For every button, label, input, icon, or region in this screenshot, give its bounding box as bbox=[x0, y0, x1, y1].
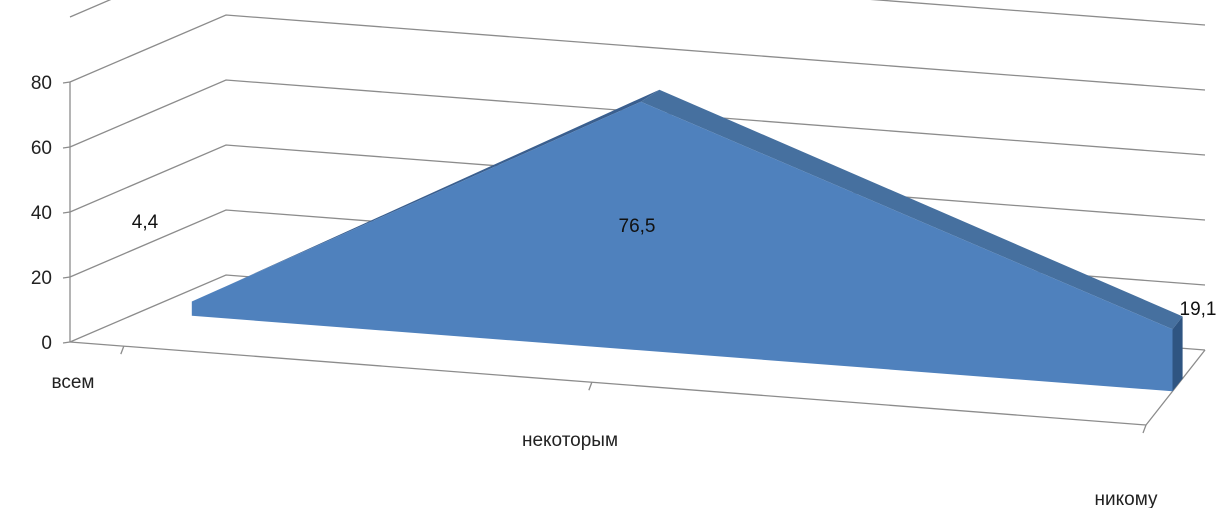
y-axis-tick bbox=[62, 211, 71, 214]
x-axis-tick bbox=[1142, 424, 1147, 434]
area-top-face bbox=[640, 89, 1183, 330]
x-axis-tick-labels: всем некоторым никому bbox=[51, 345, 1158, 508]
x-tick-label: некоторым bbox=[522, 430, 618, 451]
y-axis-tick bbox=[62, 276, 71, 279]
y-axis-tick-labels: 0 20 40 60 80 bbox=[31, 73, 52, 354]
x-axis-tick bbox=[588, 382, 593, 391]
gridline bbox=[69, 14, 1206, 91]
x-tick-label: всем bbox=[51, 372, 94, 393]
x-tick-label: никому bbox=[1095, 489, 1158, 508]
area-front-face bbox=[191, 101, 1173, 392]
series-area bbox=[191, 89, 1183, 392]
gridline bbox=[69, 79, 1206, 156]
y-axis-tick bbox=[62, 146, 71, 149]
data-label: 76,5 bbox=[619, 216, 656, 237]
y-axis-tick bbox=[62, 341, 71, 344]
y-tick-label: 80 bbox=[31, 73, 52, 94]
y-tick-label: 0 bbox=[41, 333, 52, 354]
x-axis-tick bbox=[120, 345, 125, 355]
area-end-face bbox=[1172, 316, 1183, 392]
data-label: 4,4 bbox=[132, 212, 159, 233]
data-label: 19,1 bbox=[1180, 299, 1217, 320]
y-tick-label: 40 bbox=[31, 203, 52, 224]
gridline bbox=[69, 0, 1206, 26]
data-labels: 4,4 76,5 19,1 bbox=[132, 212, 1217, 320]
y-tick-label: 60 bbox=[31, 138, 52, 159]
y-axis-tick bbox=[62, 81, 71, 84]
y-tick-label: 20 bbox=[31, 268, 52, 289]
